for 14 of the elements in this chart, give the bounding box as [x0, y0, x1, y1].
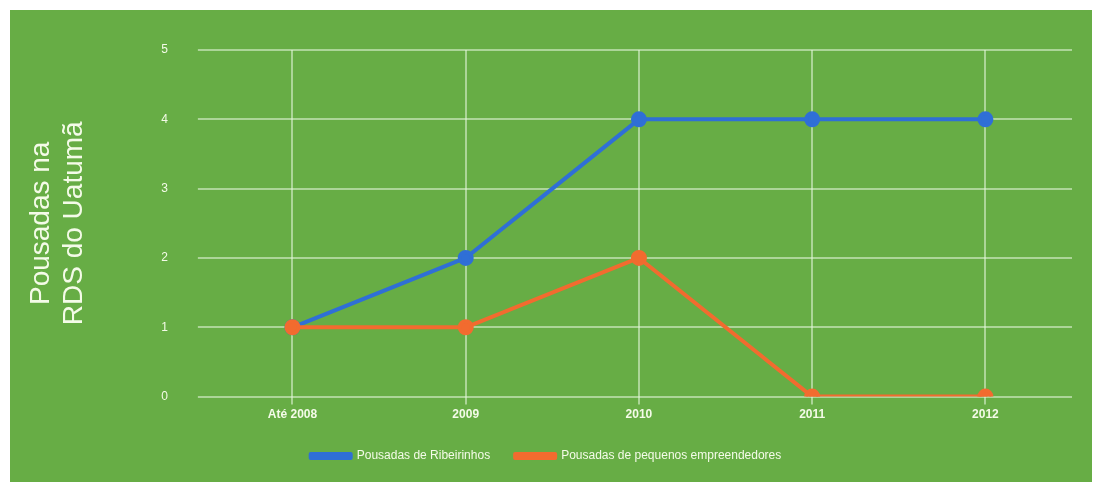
x-tick-label: 2012	[972, 407, 1000, 422]
y-tick-label: 4	[161, 111, 169, 126]
y-tick-label: 3	[161, 180, 169, 195]
y-tick-label: 1	[161, 319, 169, 334]
legend-label: Pousadas de pequenos empreendedores	[561, 448, 782, 463]
x-tick-label: 2010	[625, 407, 653, 422]
x-tick-label: 2009	[452, 407, 480, 422]
x-tick-label: 2011	[799, 407, 826, 422]
y-tick-label: 0	[161, 388, 169, 403]
y-tick-label: 2	[161, 250, 169, 265]
y-axis-title: Pousadas na RDS do Uatumã	[23, 120, 89, 326]
legend-label: Pousadas de Ribeirinhos	[356, 448, 491, 463]
y-tick-label: 5	[161, 42, 169, 57]
x-tick-label: Até 2008	[267, 407, 318, 422]
